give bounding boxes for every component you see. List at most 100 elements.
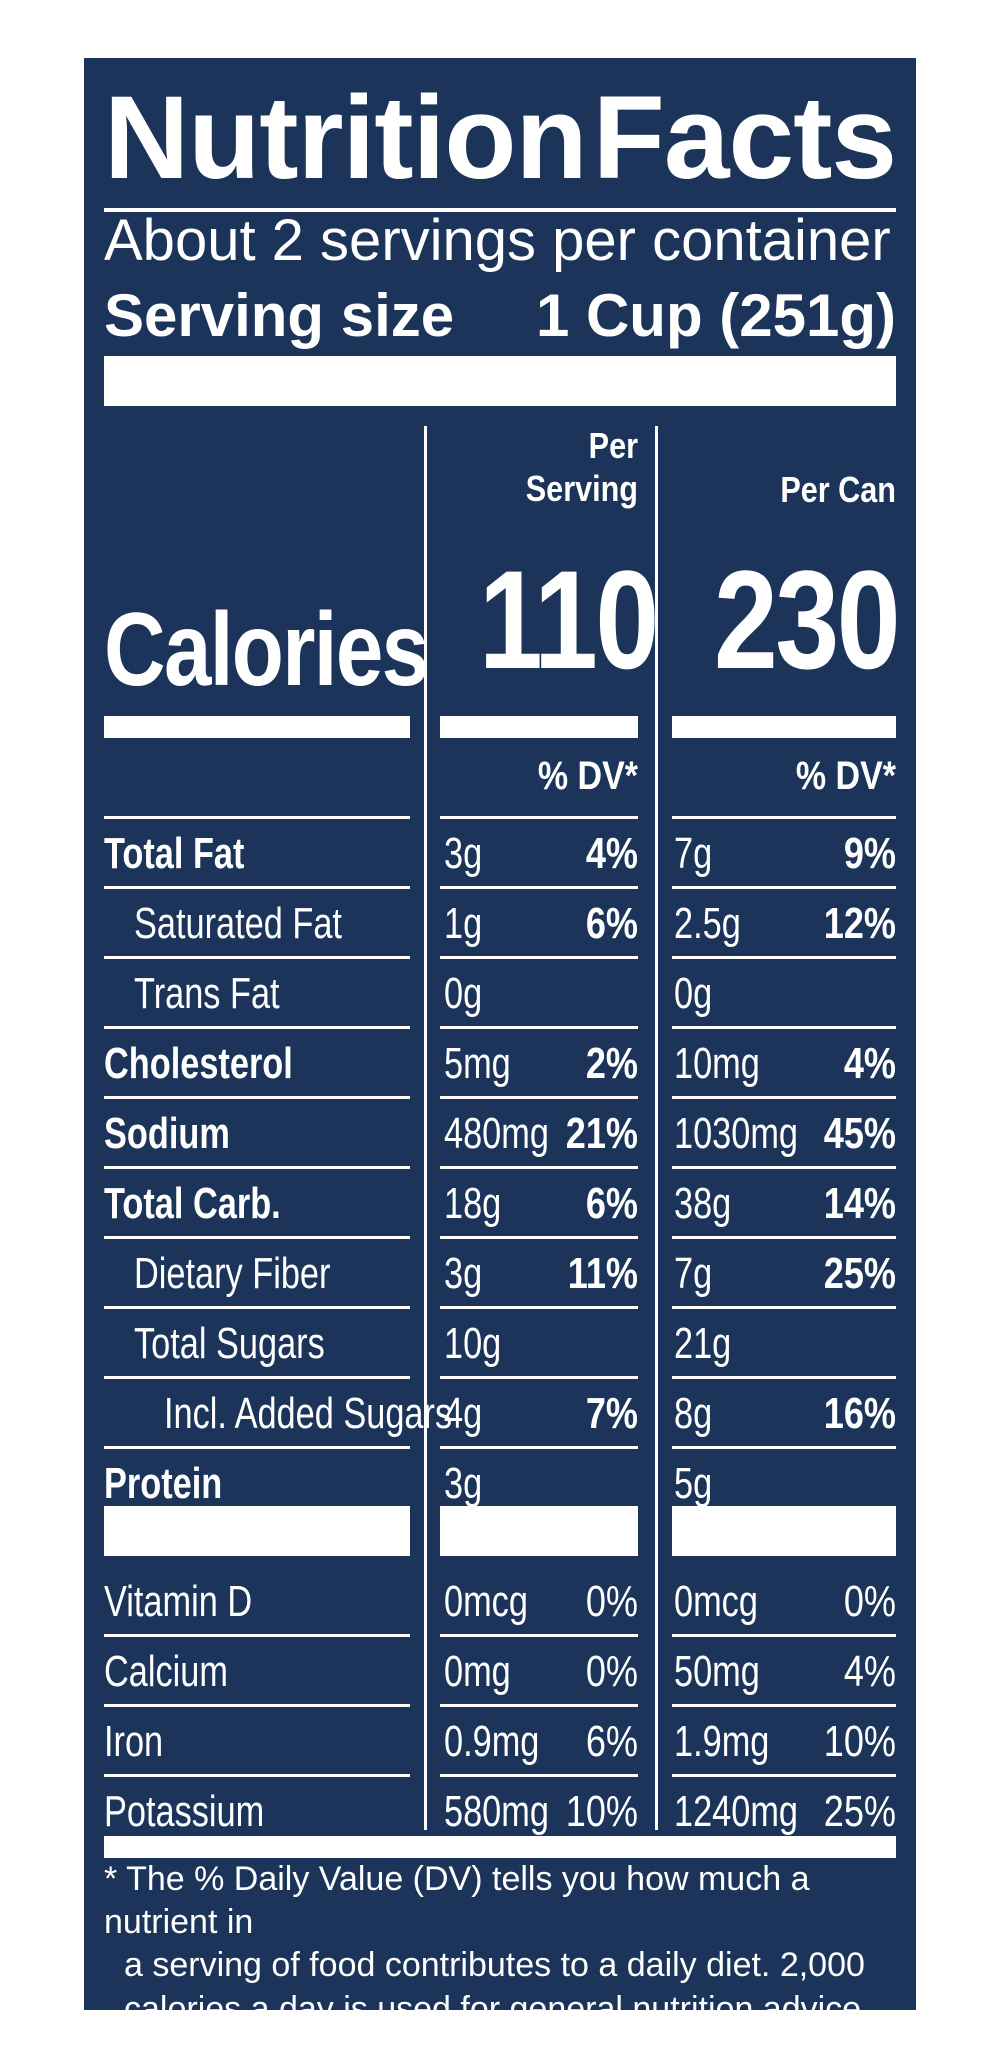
per-serving-amount: 3g [444,1249,483,1298]
dv-heading-serving: % DV* [537,754,638,798]
row-divider-can [672,1446,896,1449]
row-divider-name [104,1634,410,1637]
per-serving-heading-line2: Serving [525,468,638,510]
nutrition-facts-panel: Nutrition Facts About 2 servings per con… [84,58,916,2028]
per-can-amount: 7g [674,1249,713,1298]
serving-size-label: Serving size [104,282,455,349]
per-serving-amount: 0mg [444,1647,511,1696]
row-divider-name [104,1446,410,1449]
row-divider-name [104,1774,410,1777]
title-divider [104,208,896,212]
footnote-line-2: a serving of food contributes to a daily… [124,1946,865,1985]
vitamin-bar-serving [440,1506,638,1556]
row-divider-name [104,1026,410,1029]
per-serving-amount: 5mg [444,1039,511,1088]
calories-label: Calories [104,592,429,708]
per-can-dv [755,1308,896,1380]
calories-per-serving: 110 [478,541,659,698]
per-can-dv: 45% [823,1109,896,1158]
per-can-dv: 0% [843,1577,896,1626]
nutrient-name: Saturated Fat [134,899,342,948]
row-divider-serving [440,816,638,819]
per-serving-dv: 11% [567,1249,638,1298]
per-can-amount: 2.5g [674,899,741,948]
per-can-dv: 25% [823,1249,896,1298]
dv-heading-can: % DV* [795,754,896,798]
per-serving-amount: 0mcg [444,1577,528,1626]
per-serving-amount: 4g [444,1389,483,1438]
row-divider-can [672,956,896,959]
row-divider-serving [440,1026,638,1029]
per-serving-dv [512,958,638,1030]
footnote-line-1: * The % Daily Value (DV) tells you how m… [104,1860,810,1942]
nutrient-name: Iron [104,1717,164,1766]
per-serving-heading-line1: Per [588,425,638,466]
per-serving-dv: 21% [565,1109,638,1158]
daily-value-footnote: * The % Daily Value (DV) tells you how m… [104,1858,904,2031]
per-serving-amount: 3g [444,1459,483,1508]
per-can-amount: 5g [674,1459,713,1508]
row-divider-can [672,1096,896,1099]
vitamin-bar-name [104,1506,410,1556]
row-divider-serving [440,1376,638,1379]
column-divider-left [424,426,427,1830]
nutrient-name: Potassium [104,1787,265,1836]
row-divider-name [104,816,410,819]
title-facts: Facts [592,72,897,204]
title-nutrition: Nutrition [104,72,588,204]
per-can-dv: 10% [823,1717,896,1766]
per-can-dv: 12% [823,899,896,948]
row-divider-serving [440,886,638,889]
per-serving-dv: 0% [585,1577,638,1626]
row-divider-can [672,1376,896,1379]
column-divider-right [655,426,658,1830]
per-can-amount: 38g [674,1179,732,1228]
per-can-amount: 10mg [674,1039,760,1088]
per-can-amount: 0g [674,969,713,1018]
nutrient-name: Total Carb. [104,1179,281,1228]
row-divider-can [672,1704,896,1707]
row-divider-can [672,1634,896,1637]
row-divider-serving [440,1236,638,1239]
per-serving-dv [512,1308,638,1380]
row-divider-serving [440,1774,638,1777]
row-divider-serving [440,956,638,959]
nutrient-name: Cholesterol [104,1039,293,1088]
nutrient-name: Dietary Fiber [134,1249,331,1298]
nutrient-name: Sodium [104,1109,230,1158]
per-can-amount: 1030mg [674,1109,799,1158]
per-serving-dv: 2% [585,1039,638,1088]
row-divider-name [104,1166,410,1169]
row-divider-can [672,1166,896,1169]
vitamin-bar-can [672,1506,896,1556]
nutrient-name: Incl. Added Sugars [164,1389,453,1438]
row-divider-name [104,1096,410,1099]
per-serving-amount: 10g [444,1319,502,1368]
row-divider-can [672,1236,896,1239]
calories-per-can: 230 [713,541,901,698]
calories-bar-can [672,716,896,738]
per-serving-amount: 18g [444,1179,502,1228]
nutrient-name: Trans Fat [134,969,280,1018]
label-title: Nutrition Facts [104,68,897,208]
per-can-amount: 50mg [674,1647,760,1696]
per-serving-amount: 480mg [444,1109,549,1158]
row-divider-can [672,1774,896,1777]
thick-bar-bottom [104,1836,896,1858]
per-serving-dv: 6% [585,1179,638,1228]
per-serving-dv: 6% [585,899,638,948]
per-can-amount: 0mcg [674,1577,758,1626]
nutrient-name: Calcium [104,1647,228,1696]
per-can-amount: 21g [674,1319,732,1368]
per-serving-dv: 0% [585,1647,638,1696]
row-divider-can [672,1306,896,1309]
row-divider-serving [440,1634,638,1637]
row-divider-can [672,816,896,819]
per-can-dv: 9% [843,829,896,878]
row-divider-serving [440,1704,638,1707]
per-serving-dv: 6% [585,1717,638,1766]
per-serving-dv: 7% [585,1389,638,1438]
per-can-dv: 4% [843,1039,896,1088]
per-can-heading: Per Can [780,469,896,510]
calories-bar-serving [440,716,638,738]
